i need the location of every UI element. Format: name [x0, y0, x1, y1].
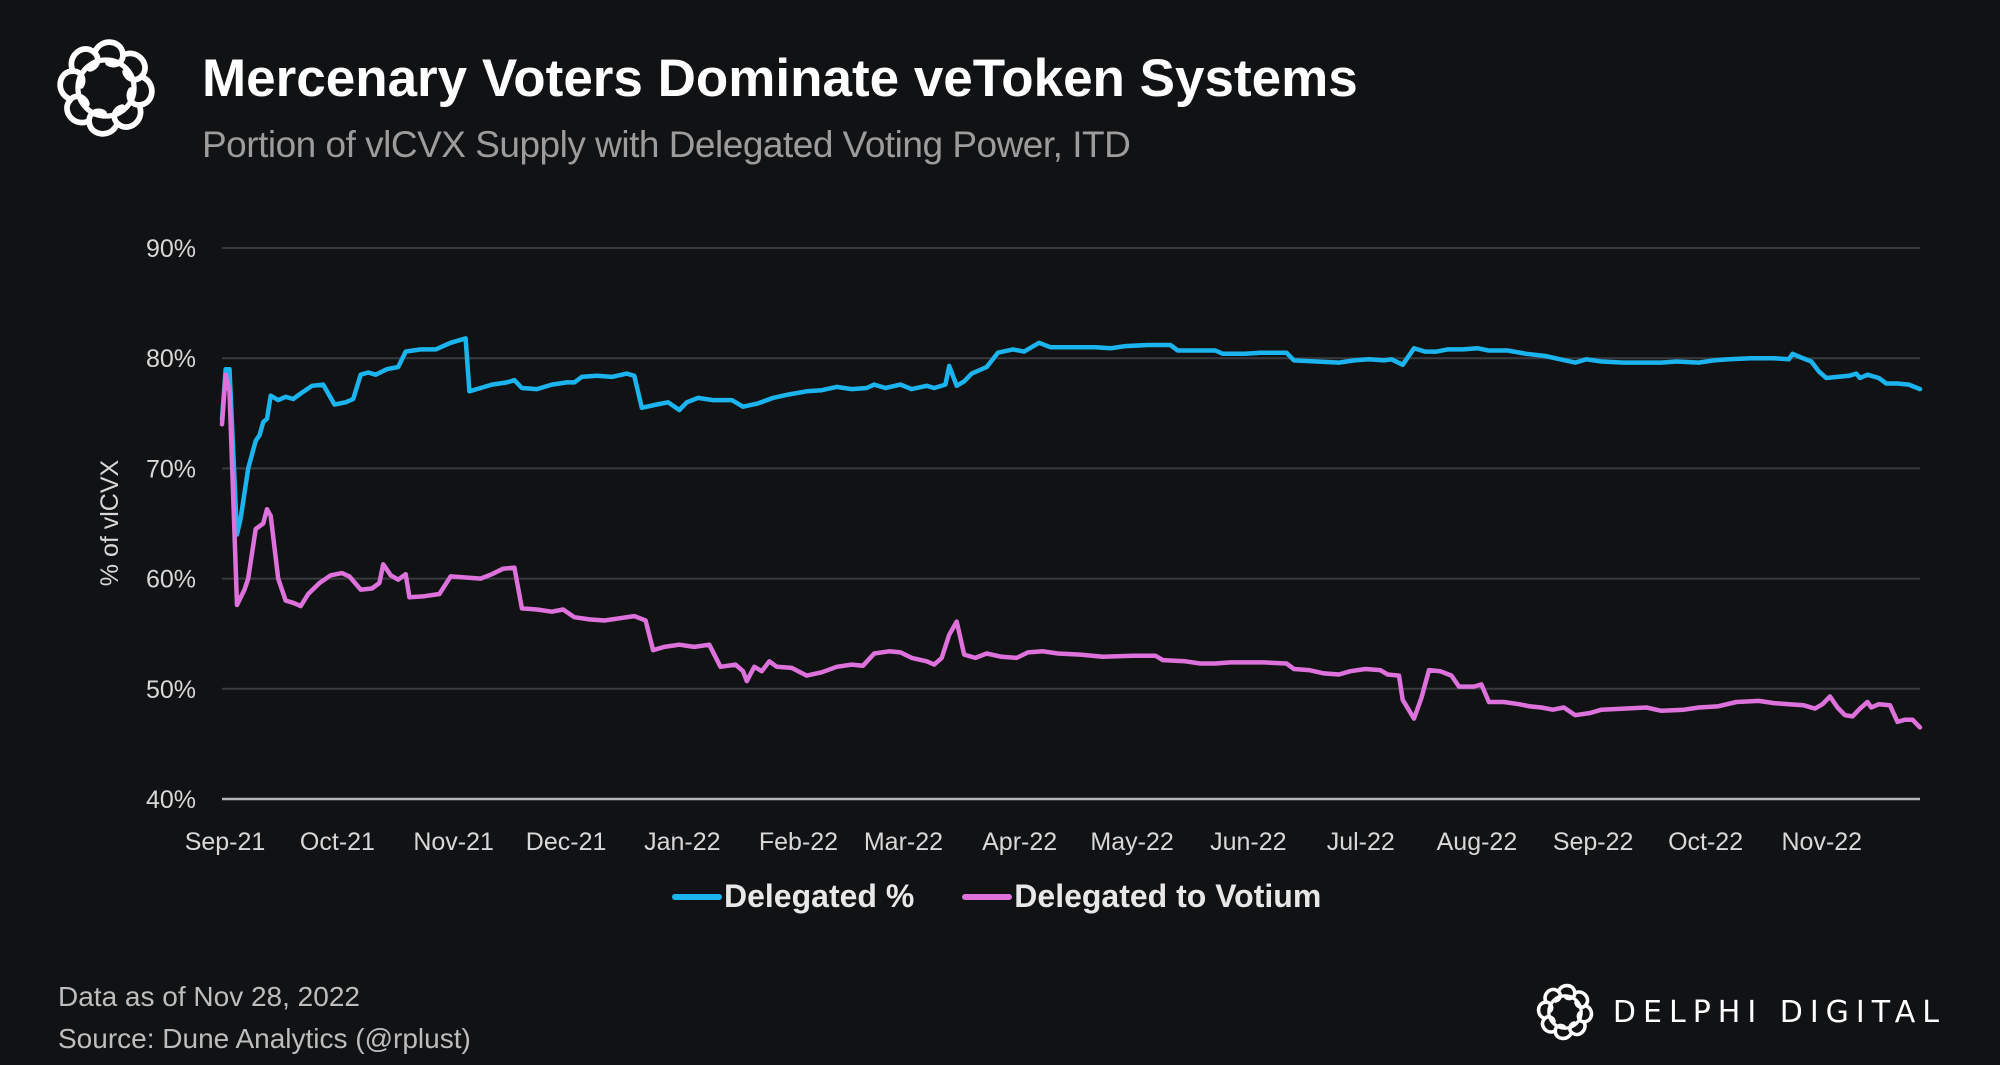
source-note: Source: Dune Analytics (@rplust) — [58, 1023, 471, 1054]
brand: DELPHI DIGITAL — [1535, 982, 1946, 1042]
x-tick-label: Oct-22 — [1668, 828, 1743, 856]
x-tick-label: Sep-22 — [1553, 828, 1634, 856]
chart-title: Mercenary Voters Dominate veToken System… — [202, 49, 1358, 108]
data-as-of: Data as of Nov 28, 2022 — [58, 981, 360, 1012]
x-tick-label: Apr-22 — [982, 828, 1057, 856]
x-tick-label: Dec-21 — [526, 828, 607, 856]
y-tick-label: 90% — [146, 235, 196, 263]
series-line-votium — [219, 372, 1923, 730]
delphi-logo-icon — [54, 39, 158, 140]
x-tick-label: Nov-22 — [1781, 828, 1862, 856]
brand-name: DELPHI DIGITAL — [1612, 994, 1946, 1030]
series-line-delegated — [219, 336, 1923, 537]
legend-item-votium: Delegated to Votium — [962, 878, 1321, 915]
y-tick-label: 60% — [146, 566, 196, 594]
series-lines — [219, 336, 1923, 730]
x-tick-label: Oct-21 — [300, 828, 375, 856]
x-tick-label: Jan-22 — [644, 828, 720, 856]
chart-subtitle: Portion of vlCVX Supply with Delegated V… — [202, 124, 1131, 165]
legend: Delegated % Delegated to Votium — [672, 878, 1369, 915]
legend-item-delegated: Delegated % — [672, 878, 914, 915]
y-tick-label: 50% — [146, 676, 196, 704]
x-tick-label: Sep-21 — [185, 828, 266, 856]
x-tick-label: Jul-22 — [1327, 828, 1395, 856]
x-axis-ticks: Sep-21 Oct-21 Nov-21 Dec-21 Jan-22 Feb-22 Mar-… — [185, 828, 1862, 856]
x-tick-label: Nov-21 — [413, 828, 494, 856]
legend-swatch-votium — [962, 893, 1013, 900]
grid-lines — [222, 247, 1920, 801]
y-tick-label: 80% — [146, 345, 196, 373]
y-tick-label: 70% — [146, 455, 196, 483]
x-tick-label: May-22 — [1090, 828, 1173, 856]
x-tick-label: Feb-22 — [759, 828, 838, 856]
x-tick-label: Jun-22 — [1210, 828, 1286, 856]
y-tick-label: 40% — [146, 786, 196, 814]
footer-notes: Data as of Nov 28, 2022 Source: Dune Ana… — [58, 976, 471, 1060]
delphi-knot-icon — [1536, 983, 1594, 1041]
x-tick-label: Mar-22 — [864, 828, 943, 856]
legend-swatch-delegated — [672, 893, 722, 900]
y-axis-title: % of vlCVX — [96, 459, 124, 586]
legend-label-delegated: Delegated % — [724, 878, 915, 914]
x-tick-label: Aug-22 — [1437, 828, 1518, 856]
legend-label-votium: Delegated to Votium — [1014, 878, 1322, 914]
y-axis-ticks: 40% 50% 60% 70% 80% 90% — [146, 235, 196, 814]
